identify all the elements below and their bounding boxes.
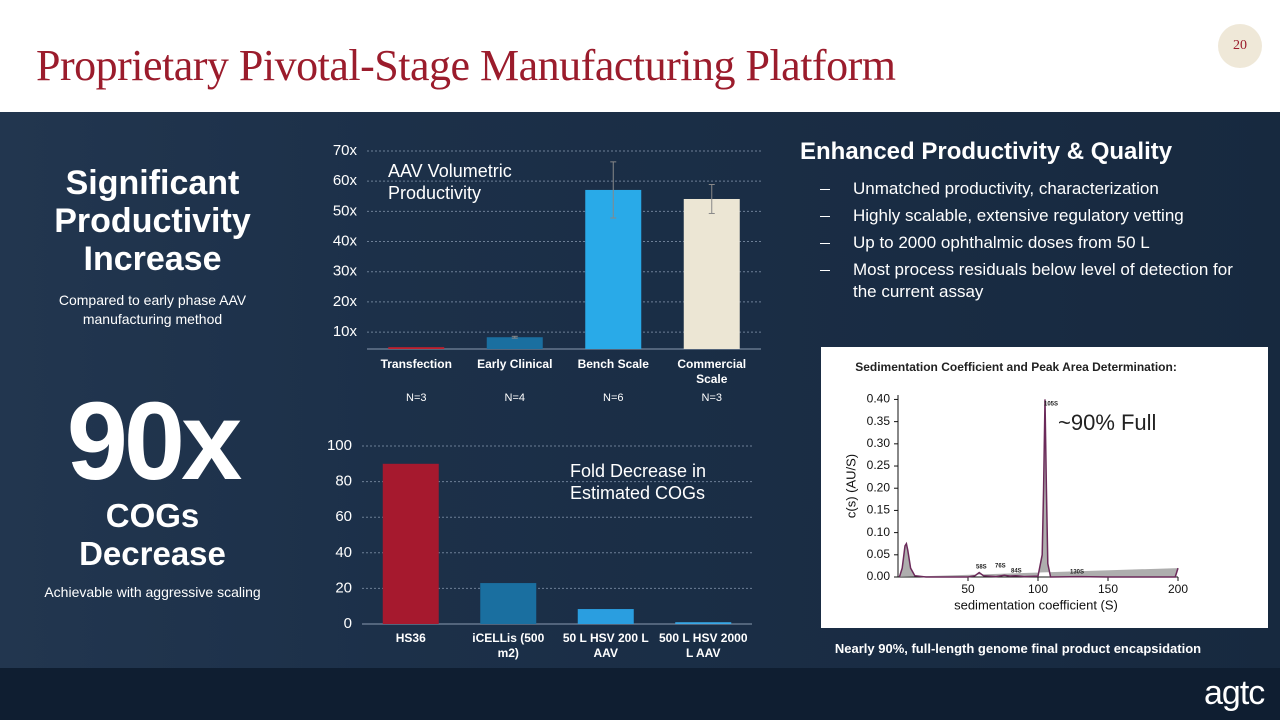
x-tick-label: HS36 (395, 631, 426, 645)
y-tick-label: 40 (335, 544, 352, 561)
annotation: 76S (995, 564, 1006, 570)
chart-title: Sedimentation Coefficient and Peak Area … (855, 360, 1177, 374)
y-tick-label: 0.35 (867, 414, 891, 428)
y-tick-label: 0 (344, 615, 352, 632)
bullet-dash (820, 216, 830, 217)
y-tick-label: 20 (335, 579, 352, 596)
bar (577, 609, 634, 624)
annotation: ~90% Full (1058, 410, 1156, 435)
bar (382, 463, 439, 624)
y-tick-label: 0.30 (867, 436, 891, 450)
x-tick-label: 500 L HSV 2000 L AAV (658, 631, 748, 660)
y-tick-label: 50x (333, 202, 358, 219)
left-subheading: Compared to early phase AAV manufacturin… (58, 292, 247, 327)
left-footnote: Achievable with aggressive scaling (44, 584, 261, 600)
x-tick-label: 200 (1168, 582, 1188, 596)
big-number: 90x (66, 380, 243, 503)
bullet: Unmatched productivity, characterization (820, 178, 1240, 200)
bullet-text: Unmatched productivity, characterization (853, 179, 1159, 198)
x-tick-label: Transfection (380, 357, 452, 371)
bullet-list: Unmatched productivity, characterization… (820, 178, 1240, 308)
x-tick-label: Early Clinical (477, 357, 553, 371)
bar (480, 583, 537, 624)
slide-title: Proprietary Pivotal-Stage Manufacturing … (36, 41, 896, 90)
x-tick-label: Bench Scale (577, 357, 649, 371)
bullet: Most process residuals below level of de… (820, 259, 1240, 303)
y-tick-label: 30x (333, 263, 358, 280)
chart-title: Fold Decrease in Estimated COGs (570, 461, 707, 503)
bar (388, 347, 445, 349)
left-heading: Significant Productivity Increase (54, 164, 251, 278)
y-tick-label: 10x (333, 323, 358, 340)
bullet-dash (820, 243, 830, 244)
x-tick-label: 50 (961, 582, 975, 596)
y-tick-label: 0.15 (867, 503, 891, 517)
y-tick-label: 20x (333, 293, 358, 310)
bar (683, 198, 740, 349)
y-tick-label: 0.05 (867, 547, 891, 561)
y-tick-label: 60 (335, 508, 352, 525)
bullet-text: Up to 2000 ophthalmic doses from 50 L (853, 233, 1150, 252)
right-heading: Enhanced Productivity & Quality (800, 138, 1173, 165)
bar (486, 337, 543, 349)
bullet-text: Highly scalable, extensive regulatory ve… (853, 206, 1184, 225)
y-tick-label: 0.10 (867, 525, 891, 539)
header-bar (0, 0, 1280, 112)
x-tick-label: iCELLis (500 m2) (472, 631, 545, 660)
bullet-dash (820, 270, 830, 271)
bullet: Up to 2000 ophthalmic doses from 50 L (820, 232, 1240, 254)
y-tick-label: 70x (333, 142, 358, 159)
sample-size: N=6 (603, 392, 624, 404)
y-tick-label: 100 (327, 437, 352, 454)
y-tick-label: 40x (333, 233, 358, 250)
bar (675, 622, 732, 624)
bullet-dash (820, 189, 830, 190)
annotation: 58S (976, 565, 987, 571)
sample-size: N=3 (406, 392, 427, 404)
annotation: 84S (1011, 569, 1022, 575)
page-number: 20 (1218, 24, 1262, 68)
y-tick-label: 0.20 (867, 480, 891, 494)
bullet: Highly scalable, extensive regulatory ve… (820, 205, 1240, 227)
y-tick-label: 0.25 (867, 458, 891, 472)
x-tick-label: Commercial Scale (677, 357, 747, 386)
y-tick-label: 80 (335, 473, 352, 490)
x-tick-label: 100 (1028, 582, 1048, 596)
y-tick-label: 0.40 (867, 392, 891, 406)
sample-size: N=4 (504, 392, 526, 404)
big-caption: COGs Decrease (79, 497, 226, 572)
y-tick-label: 0.00 (867, 569, 891, 583)
annotation: 105S (1044, 402, 1058, 408)
sample-size: N=3 (701, 392, 723, 404)
x-axis-label: sedimentation coefficient (S) (954, 597, 1118, 612)
annotation: 130S (1070, 570, 1084, 576)
x-tick-label: 50 L HSV 200 L AAV (562, 631, 649, 660)
chart-title: AAV Volumetric Productivity (388, 161, 512, 203)
x-tick-label: 150 (1098, 582, 1118, 596)
panel-caption: Nearly 90%, full-length genome final pro… (834, 641, 1202, 656)
y-axis-label: c(s) (AU/S) (843, 454, 858, 518)
y-tick-label: 60x (333, 172, 358, 189)
series-line (898, 399, 1179, 578)
logo: agtc (1204, 674, 1265, 712)
footer-bar (0, 668, 1280, 720)
bullet-text: Most process residuals below level of de… (853, 260, 1233, 301)
